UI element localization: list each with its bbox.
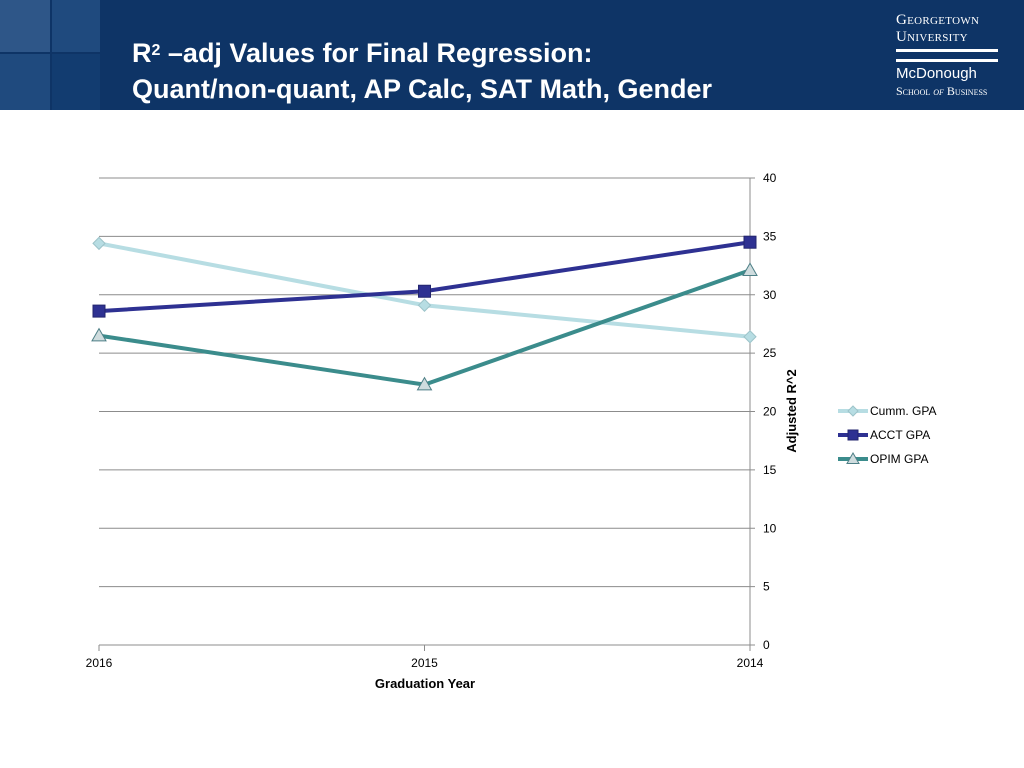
data-point	[847, 429, 859, 441]
slide-title-line1: R2 –adj Values for Final Regression:	[132, 35, 852, 71]
data-point	[742, 262, 758, 276]
logo-school: School	[896, 84, 934, 98]
data-point	[418, 284, 431, 298]
logo-university: University	[896, 29, 968, 45]
data-point	[743, 330, 757, 344]
data-point	[743, 235, 757, 249]
data-point	[847, 405, 859, 417]
series-lines	[91, 235, 758, 391]
logo-georgetown: Georgetown	[896, 12, 980, 28]
y-tick-label: 20	[763, 405, 777, 419]
title-rest: –adj Values for Final Regression:	[160, 38, 593, 68]
logo-mcdonough: McDonough	[896, 65, 977, 82]
legend-label: Cumm. GPA	[870, 404, 936, 418]
logo-school-of-business: School of Business	[896, 84, 987, 99]
slide-header: R2 –adj Values for Final Regression: Qua…	[0, 0, 1024, 110]
y-axis-title: Adjusted R^2	[784, 369, 799, 452]
decor-tile	[52, 54, 100, 110]
decor-tile	[52, 0, 100, 52]
data-point	[846, 451, 860, 464]
x-tick-label: 2014	[737, 656, 764, 670]
slide-title: R2 –adj Values for Final Regression: Qua…	[132, 35, 852, 107]
y-tick-label: 30	[763, 288, 777, 302]
data-point	[92, 236, 106, 251]
data-point	[92, 304, 106, 318]
legend: Cumm. GPA ACCT GPA OPIM GPA	[838, 404, 936, 466]
legend-label: OPIM GPA	[870, 452, 928, 466]
gridlines	[99, 177, 750, 646]
y-tick-label: 35	[763, 229, 777, 243]
data-point	[416, 376, 433, 391]
x-tick-label: 2015	[411, 656, 438, 670]
logo-rule	[896, 49, 998, 52]
university-logo: Georgetown University McDonough School o…	[896, 12, 1006, 98]
line-chart: 0 5 10 15 20 25 30 35 40 2016 2015 2014 Cumm. GPA AC…	[86, 171, 937, 691]
y-tick-label: 40	[763, 171, 777, 185]
decor-tile	[0, 0, 50, 52]
x-axis-title: Graduation Year	[375, 676, 475, 691]
data-point	[91, 327, 107, 342]
logo-of: of	[933, 84, 944, 98]
y-tick-label: 0	[763, 638, 770, 652]
decor-tile	[0, 54, 50, 110]
axes: 0 5 10 15 20 25 30 35 40 2016 2015 2014	[86, 171, 777, 670]
logo-business: Business	[943, 84, 988, 98]
y-tick-label: 5	[763, 580, 770, 594]
y-tick-label: 15	[763, 463, 777, 477]
legend-label: ACCT GPA	[870, 428, 930, 442]
y-tick-label: 25	[763, 346, 777, 360]
x-tick-label: 2016	[86, 656, 113, 670]
data-point	[417, 298, 432, 312]
y-tick-label: 10	[763, 521, 777, 535]
title-prefix: R	[132, 38, 152, 68]
logo-rule	[896, 59, 998, 62]
title-superscript: 2	[151, 42, 161, 59]
slide-title-line2: Quant/non-quant, AP Calc, SAT Math, Gend…	[132, 74, 713, 104]
